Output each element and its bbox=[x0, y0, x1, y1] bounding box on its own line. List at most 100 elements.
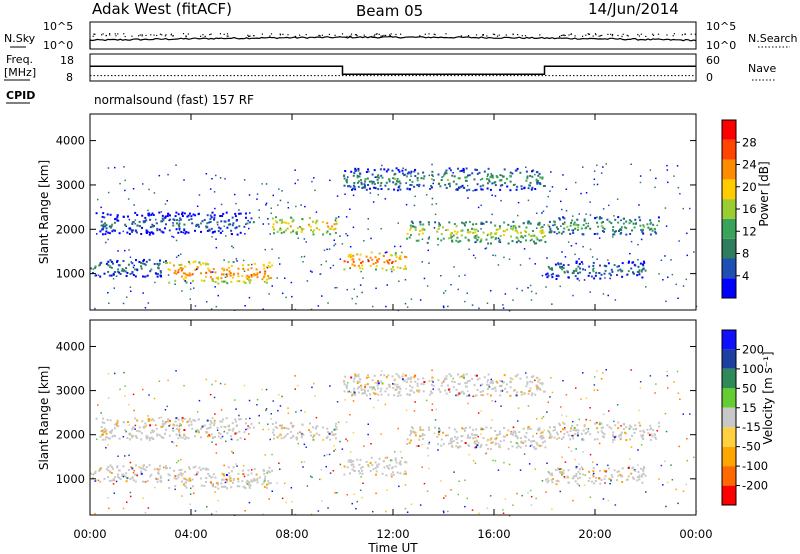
power-point bbox=[263, 272, 266, 275]
power-point bbox=[116, 219, 119, 222]
velocity-point bbox=[422, 390, 425, 393]
velocity-point bbox=[399, 472, 402, 475]
power-point bbox=[185, 231, 188, 233]
power-point bbox=[597, 225, 600, 228]
power-point bbox=[397, 180, 400, 183]
power-point bbox=[225, 235, 227, 237]
power-point bbox=[247, 264, 250, 266]
power-point bbox=[129, 286, 132, 288]
velocity-point bbox=[263, 485, 266, 488]
velocity-point bbox=[499, 379, 502, 382]
power-point bbox=[602, 293, 605, 295]
power-point bbox=[145, 275, 147, 278]
power-point bbox=[608, 273, 610, 275]
power-point bbox=[562, 216, 565, 219]
power-point bbox=[104, 222, 107, 225]
power-point bbox=[138, 220, 141, 223]
velocity-point bbox=[364, 390, 366, 393]
power-point bbox=[216, 224, 219, 226]
power-point bbox=[452, 234, 455, 237]
power-point bbox=[117, 250, 119, 252]
velocity-point bbox=[159, 464, 161, 467]
power-point bbox=[476, 234, 478, 237]
power-point bbox=[639, 219, 642, 222]
power-point bbox=[572, 270, 575, 272]
velocity-point bbox=[132, 393, 135, 396]
frequency-panel-frame bbox=[89, 53, 697, 82]
power-point bbox=[490, 173, 492, 175]
velocity-point bbox=[616, 404, 619, 406]
velocity-point bbox=[396, 471, 399, 474]
power-point bbox=[332, 264, 335, 267]
power-point bbox=[524, 234, 527, 237]
velocity-point bbox=[389, 459, 392, 462]
power-point bbox=[365, 171, 368, 173]
power-point bbox=[593, 277, 596, 280]
power-point bbox=[299, 226, 301, 228]
velocity-point bbox=[498, 432, 501, 435]
velocity-point bbox=[140, 472, 143, 475]
power-point bbox=[155, 222, 158, 225]
velocity-point bbox=[129, 478, 132, 481]
power-point bbox=[587, 274, 590, 277]
power-point bbox=[248, 227, 250, 230]
velocity-point bbox=[460, 435, 463, 438]
velocity-point bbox=[413, 410, 416, 412]
colorbar-tick-label: 4 bbox=[742, 269, 749, 283]
velocity-point bbox=[256, 398, 259, 401]
velocity-point bbox=[426, 490, 429, 492]
velocity-point bbox=[603, 477, 606, 480]
power-point bbox=[404, 168, 407, 171]
power-point bbox=[396, 266, 399, 269]
power-point bbox=[206, 301, 208, 303]
velocity-point bbox=[97, 479, 100, 482]
power-point bbox=[450, 169, 452, 172]
power-point bbox=[140, 261, 142, 264]
power-point bbox=[464, 179, 467, 182]
power-point bbox=[281, 292, 284, 295]
power-point bbox=[630, 240, 633, 243]
velocity-point bbox=[516, 492, 518, 495]
power-point bbox=[344, 170, 347, 172]
power-point bbox=[514, 226, 517, 229]
power-point bbox=[221, 230, 224, 232]
velocity-point bbox=[611, 476, 614, 479]
power-point bbox=[378, 252, 381, 255]
colorbar-tick-label: -100 bbox=[742, 459, 768, 473]
velocity-point bbox=[638, 409, 640, 412]
power-point bbox=[406, 172, 409, 175]
velocity-point bbox=[615, 435, 617, 438]
power-point bbox=[462, 169, 465, 172]
velocity-point bbox=[124, 455, 126, 457]
velocity-point bbox=[443, 378, 446, 381]
velocity-point bbox=[192, 466, 195, 469]
power-point bbox=[359, 253, 362, 256]
velocity-point bbox=[512, 426, 515, 429]
velocity-point bbox=[356, 382, 359, 384]
power-point bbox=[306, 280, 309, 282]
velocity-point bbox=[369, 393, 371, 396]
power-point bbox=[374, 183, 376, 185]
velocity-point bbox=[603, 469, 606, 472]
velocity-point bbox=[232, 466, 235, 469]
velocity-point bbox=[538, 444, 541, 447]
velocity-point bbox=[180, 480, 183, 483]
velocity-point bbox=[490, 441, 493, 444]
power-point bbox=[363, 240, 365, 242]
velocity-point bbox=[657, 421, 660, 424]
velocity-point bbox=[367, 433, 369, 436]
velocity-point bbox=[604, 470, 607, 473]
velocity-point bbox=[118, 437, 121, 440]
velocity-point bbox=[682, 490, 685, 492]
velocity-point bbox=[437, 443, 439, 446]
power-point bbox=[155, 218, 157, 221]
power-point bbox=[195, 225, 198, 227]
power-point bbox=[644, 269, 647, 272]
power-point bbox=[534, 188, 537, 190]
power-point bbox=[134, 211, 137, 214]
power-point bbox=[458, 187, 461, 189]
velocity-point bbox=[210, 421, 213, 424]
velocity-point bbox=[601, 435, 604, 438]
power-point bbox=[140, 233, 143, 235]
velocity-point bbox=[502, 512, 505, 514]
